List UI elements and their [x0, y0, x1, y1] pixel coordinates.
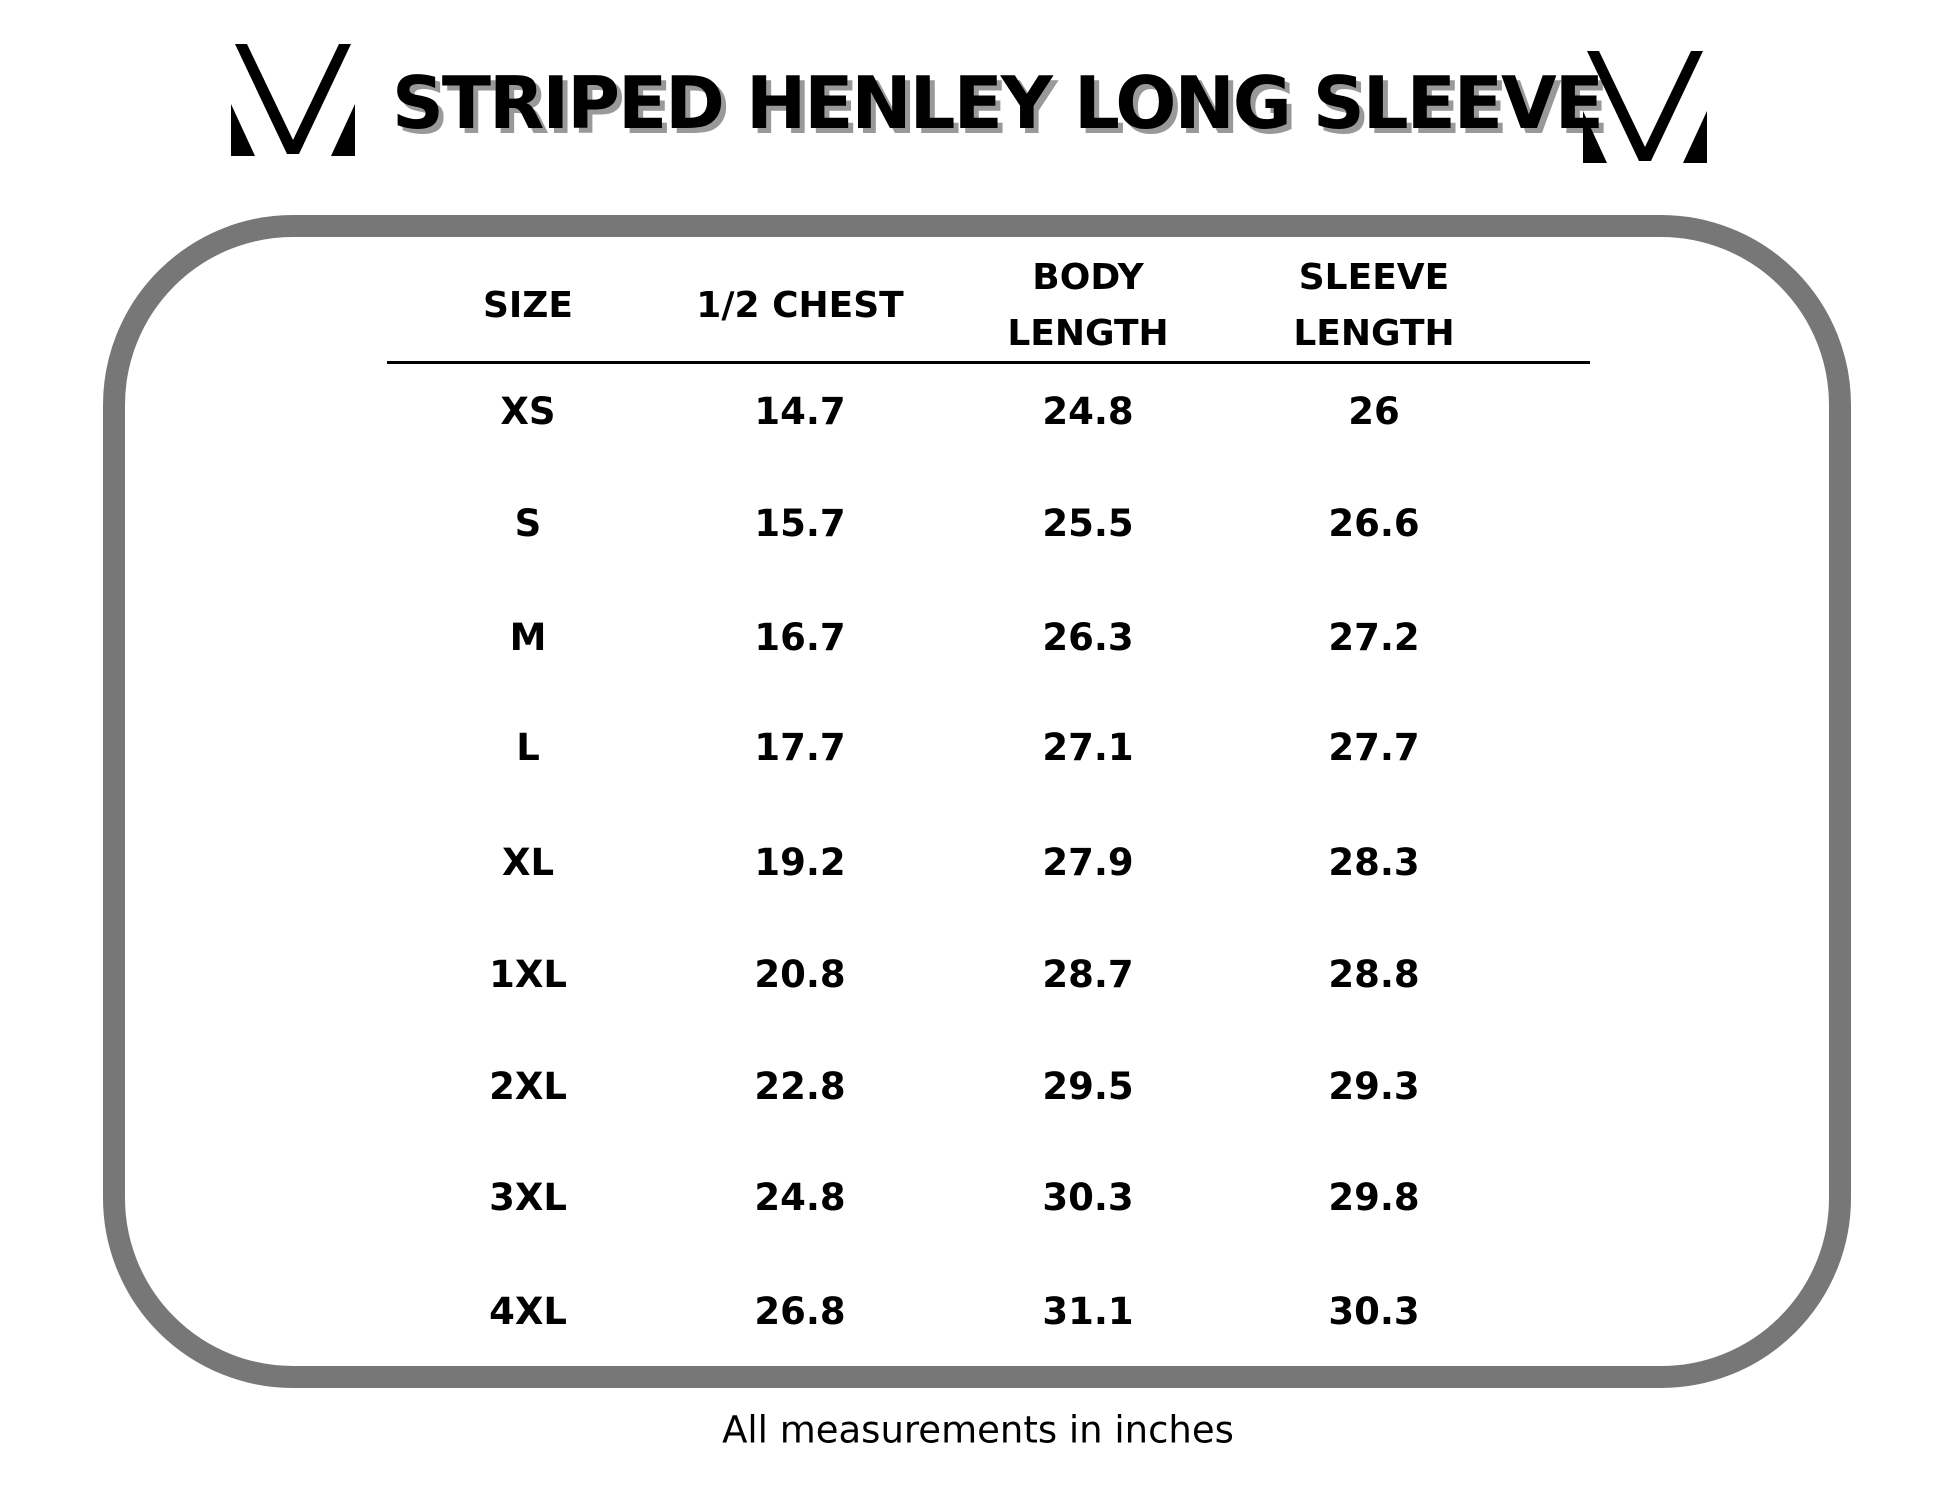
header-divider [387, 361, 1590, 364]
table-cell-body-length: 31.1 [1042, 1290, 1134, 1333]
table-cell-body-length: 29.5 [1042, 1065, 1134, 1108]
table-cell-size: XS [500, 390, 556, 433]
table-cell-half-chest: 20.8 [754, 953, 846, 996]
table-cell-sleeve-length: 27.7 [1328, 726, 1420, 769]
table-cell-half-chest: 14.7 [754, 390, 846, 433]
table-cell-sleeve-length: 26 [1348, 390, 1400, 433]
brand-v-logo-icon [231, 44, 355, 156]
table-cell-body-length: 27.1 [1042, 726, 1134, 769]
brand-v-logo-icon [1583, 51, 1707, 163]
table-cell-sleeve-length: 29.8 [1328, 1176, 1420, 1219]
table-cell-sleeve-length: 30.3 [1328, 1290, 1420, 1333]
table-cell-body-length: 28.7 [1042, 953, 1134, 996]
table-cell-size: M [509, 616, 547, 659]
table-cell-sleeve-length: 27.2 [1328, 616, 1420, 659]
table-cell-body-length: 26.3 [1042, 616, 1134, 659]
table-cell-sleeve-length: 29.3 [1328, 1065, 1420, 1108]
header-line: SIZE [482, 285, 574, 326]
header-line: SLEEVE [1298, 257, 1450, 298]
table-cell-sleeve-length: 28.3 [1328, 841, 1420, 884]
table-cell-half-chest: 17.7 [754, 726, 846, 769]
header-line: BODY [1032, 257, 1144, 298]
measurement-note: All measurements in inches [722, 1408, 1234, 1452]
table-cell-size: 2XL [489, 1065, 567, 1108]
table-cell-size: S [514, 502, 542, 545]
table-cell-half-chest: 22.8 [754, 1065, 846, 1108]
table-cell-sleeve-length: 28.8 [1328, 953, 1420, 996]
table-cell-body-length: 24.8 [1042, 390, 1134, 433]
header-line: LENGTH [1007, 313, 1169, 354]
header-line: LENGTH [1293, 313, 1455, 354]
column-header-body-length: BODY LENGTH [1007, 250, 1168, 362]
page-title: STRIPED HENLEY LONG SLEEVE [392, 61, 1604, 145]
table-cell-size: XL [501, 841, 555, 884]
table-cell-size: 4XL [489, 1290, 567, 1333]
column-header-sleeve-length: SLEEVE LENGTH [1293, 250, 1454, 362]
column-header-half-chest: 1/2 CHEST [696, 278, 903, 334]
table-cell-body-length: 27.9 [1042, 841, 1134, 884]
table-cell-sleeve-length: 26.6 [1328, 502, 1420, 545]
table-cell-half-chest: 15.7 [754, 502, 846, 545]
table-cell-size: 1XL [489, 953, 567, 996]
table-cell-half-chest: 19.2 [754, 841, 846, 884]
table-cell-half-chest: 26.8 [754, 1290, 846, 1333]
table-cell-size: 3XL [489, 1176, 567, 1219]
table-cell-half-chest: 16.7 [754, 616, 846, 659]
table-cell-size: L [516, 726, 540, 769]
table-cell-body-length: 25.5 [1042, 502, 1134, 545]
header-line: 1/2 CHEST [696, 285, 904, 326]
size-chart-frame [103, 215, 1851, 1388]
column-header-size: SIZE [483, 278, 573, 334]
table-cell-body-length: 30.3 [1042, 1176, 1134, 1219]
table-cell-half-chest: 24.8 [754, 1176, 846, 1219]
